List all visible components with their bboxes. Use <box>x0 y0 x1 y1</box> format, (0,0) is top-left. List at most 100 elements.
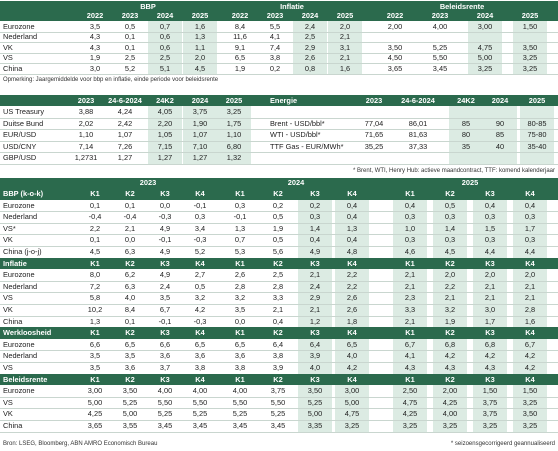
forecast-shade <box>298 199 332 258</box>
cell-value: 4,25 <box>87 409 103 419</box>
forecast-shade <box>298 385 332 432</box>
footnote: * seizoensgecorrigeerd geannualiseerd <box>450 441 555 447</box>
forecast-shade <box>468 21 502 74</box>
cell-value: 35,25 <box>364 141 384 151</box>
cell-value: 5,50 <box>270 397 286 407</box>
cell-value: 2,0 <box>194 53 206 63</box>
cell-value: 0,1 <box>89 235 101 245</box>
cell-value: 2,1 <box>524 293 536 303</box>
row-label: Eurozone <box>3 200 35 210</box>
cell-value: 3,6 <box>194 351 206 361</box>
cell-value: 0,3 <box>524 235 536 245</box>
section-bar <box>0 373 558 386</box>
cell-value: 1,9 <box>234 63 246 73</box>
quarter-header: K3 <box>485 258 495 268</box>
forecast-shade <box>393 385 427 432</box>
cell-value: 85 <box>461 118 471 128</box>
cell-value: 0,5 <box>124 21 136 31</box>
forecast-shade <box>433 385 467 432</box>
quarter-header: K3 <box>160 258 170 268</box>
cell-value: 2,1 <box>339 32 351 42</box>
cell-value: 7,2 <box>89 281 101 291</box>
cell-value: 3,00 <box>477 21 493 31</box>
cell-value: 5,00 <box>344 397 360 407</box>
section-bar <box>0 257 558 270</box>
cell-value: 9,1 <box>234 42 246 52</box>
cell-value: 0,4 <box>524 200 536 210</box>
section-title: BBP (k-o-k) <box>3 189 44 199</box>
forecast-shade <box>393 199 427 258</box>
cell-value: 3,25 <box>522 421 538 431</box>
cell-value: 5,5 <box>269 21 281 31</box>
note: Opmerking: Jaargemiddelde voor bbp en in… <box>3 77 219 83</box>
row-label: Duitse Bund <box>3 118 44 128</box>
cell-value: 4,9 <box>159 223 171 233</box>
cell-value: -0,3 <box>158 212 172 222</box>
row-label: VK <box>3 409 13 419</box>
cell-value: 0,6 <box>159 32 171 42</box>
cell-value: 2,1 <box>309 305 321 315</box>
cell-value: 3,0 <box>89 63 101 73</box>
cell-value: 5,25 <box>307 397 323 407</box>
cell-value: 4,1 <box>404 351 416 361</box>
cell-value: 80-85 <box>527 118 547 128</box>
cell-value: 4,9 <box>159 270 171 280</box>
cell-value: 1,4 <box>444 223 456 233</box>
cell-value: 2,8 <box>234 281 246 291</box>
cell-value: 2,1 <box>484 293 496 303</box>
cell-value: 5,2 <box>124 63 136 73</box>
forecast-shade <box>148 21 182 74</box>
cell-value: -0,3 <box>193 316 207 326</box>
year-header: 2022 <box>86 10 104 20</box>
cell-value: 0,3 <box>484 212 496 222</box>
row-label: US Treasury <box>3 107 45 117</box>
cell-value: 5,00 <box>87 397 103 407</box>
cell-value: 4,50 <box>387 53 403 63</box>
forecast-shade <box>483 106 517 164</box>
cell-value: 4,75 <box>344 409 360 419</box>
cell-value: 0,4 <box>309 235 321 245</box>
cell-value: 0,7 <box>159 21 171 31</box>
note: * Brent, WTI, Henry Hub: actieve maandco… <box>353 168 555 174</box>
quarter-header: K4 <box>525 258 535 268</box>
section-bar <box>0 327 558 339</box>
forecast-shade <box>433 338 467 374</box>
cell-value: 5,50 <box>432 53 448 63</box>
cell-value: 0,3 <box>404 212 416 222</box>
cell-value: 4,00 <box>442 409 458 419</box>
cell-value: 3,5 <box>124 351 136 361</box>
row-rule <box>0 164 558 165</box>
cell-value: 3,7 <box>159 363 171 373</box>
cell-value: 0,1 <box>124 32 136 42</box>
cell-value: 1,6 <box>194 21 206 31</box>
cell-value: 0,5 <box>194 281 206 291</box>
cell-value: 3,2 <box>234 293 246 303</box>
energy-header: Energie <box>270 96 298 106</box>
cell-value: 1,10 <box>78 130 94 140</box>
cell-value: 0,3 <box>484 235 496 245</box>
cell-value: 2,6 <box>346 305 358 315</box>
cell-value: 2,2 <box>89 223 101 233</box>
quarter-header: K1 <box>235 328 245 338</box>
column-header: 24K2 <box>457 96 475 106</box>
cell-value: 0,1 <box>124 42 136 52</box>
cell-value: 1,0 <box>404 223 416 233</box>
cell-value: 1,5 <box>484 223 496 233</box>
quarter-header: K1 <box>90 328 100 338</box>
column-header: 24-6-2024 <box>401 96 435 106</box>
cell-value: 5,2 <box>194 247 206 257</box>
cell-value: 3,25 <box>226 107 242 117</box>
year-header: 2023 <box>266 10 284 20</box>
year-header: 2023 <box>121 10 139 20</box>
quarter-header: K1 <box>90 258 100 268</box>
cell-value: 3,5 <box>159 293 171 303</box>
cell-value: 2,5 <box>124 53 136 63</box>
cell-value: 1,3 <box>234 223 246 233</box>
cell-value: 3,50 <box>307 386 323 396</box>
section-title: Beleidsrente <box>3 374 48 384</box>
cell-value: 81,63 <box>408 130 428 140</box>
cell-value: -0,1 <box>233 212 247 222</box>
cell-value: -0,3 <box>193 235 207 245</box>
cell-value: 3,25 <box>522 63 538 73</box>
cell-value: 85 <box>495 130 505 140</box>
